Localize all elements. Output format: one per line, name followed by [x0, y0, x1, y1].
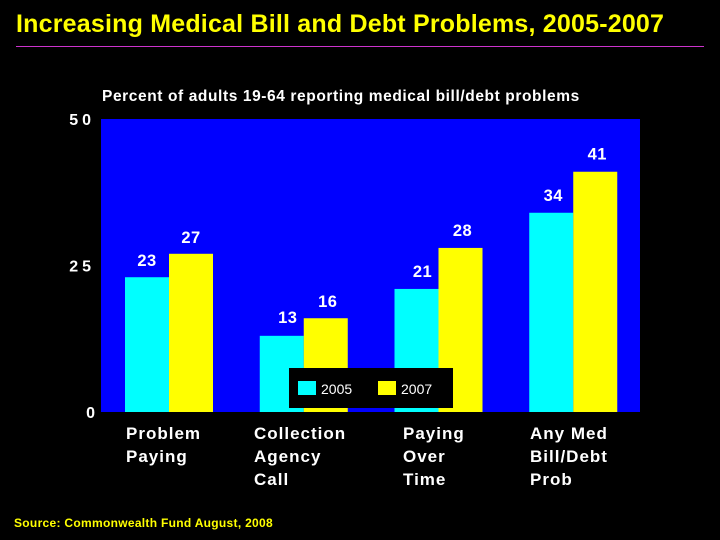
legend-swatch-2007 — [378, 381, 396, 395]
bar-2007 — [169, 253, 213, 412]
title-divider — [16, 46, 704, 47]
y-tick-label: 0 — [86, 405, 95, 422]
bar-2007 — [573, 171, 618, 412]
bar-2005 — [125, 277, 169, 412]
legend-swatch-2005 — [298, 381, 316, 395]
category-label: Paying Over Time — [403, 424, 465, 489]
category-label: Any Med Bill/Debt Prob — [530, 424, 608, 489]
data-label-2005: 21 — [413, 263, 432, 281]
slide-title: Increasing Medical Bill and Debt Problem… — [16, 10, 665, 38]
legend-label-2007: 2007 — [401, 381, 432, 397]
bar-2005 — [529, 212, 574, 412]
source-note: Source: Commonwealth Fund August, 2008 — [14, 516, 273, 530]
data-label-2007: 27 — [181, 229, 200, 247]
data-label-2005: 23 — [137, 252, 156, 270]
data-label-2007: 16 — [318, 293, 337, 311]
y-tick-label: 25 — [69, 259, 95, 276]
legend-label-2005: 2005 — [321, 381, 352, 397]
category-label: Problem Paying — [126, 424, 201, 466]
data-label-2005: 34 — [544, 187, 564, 205]
y-tick-label: 50 — [69, 112, 95, 129]
data-label-2007: 28 — [453, 222, 472, 240]
data-label-2007: 41 — [588, 146, 607, 164]
category-label: Collection Agency Call — [254, 424, 346, 489]
legend-box — [289, 368, 453, 408]
data-label-2005: 13 — [278, 309, 297, 327]
chart-title: Percent of adults 19-64 reporting medica… — [102, 88, 580, 105]
